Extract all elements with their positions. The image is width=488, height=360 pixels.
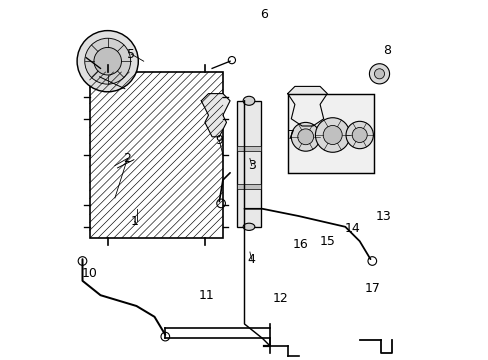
Bar <box>237 146 260 151</box>
Text: 9: 9 <box>215 134 223 147</box>
Text: 7: 7 <box>287 129 295 141</box>
Text: 16: 16 <box>292 238 307 251</box>
Circle shape <box>315 118 349 152</box>
Circle shape <box>323 126 342 144</box>
Text: 10: 10 <box>81 267 98 280</box>
Circle shape <box>346 121 373 149</box>
Circle shape <box>84 38 130 84</box>
Ellipse shape <box>243 223 254 230</box>
Circle shape <box>77 31 138 92</box>
Bar <box>89 72 223 238</box>
Text: 15: 15 <box>319 235 335 248</box>
Text: 5: 5 <box>127 48 135 60</box>
Text: 2: 2 <box>123 152 131 165</box>
Circle shape <box>374 69 384 79</box>
Circle shape <box>297 129 313 145</box>
Text: 11: 11 <box>199 289 214 302</box>
Circle shape <box>94 48 121 75</box>
Text: 4: 4 <box>247 253 255 266</box>
Text: 1: 1 <box>130 215 139 228</box>
Circle shape <box>351 127 366 143</box>
Text: 12: 12 <box>272 292 288 305</box>
Polygon shape <box>201 94 230 137</box>
Circle shape <box>291 122 320 151</box>
Polygon shape <box>287 86 326 126</box>
Ellipse shape <box>243 96 254 105</box>
Bar <box>287 94 373 173</box>
Text: 3: 3 <box>247 159 255 172</box>
Text: 6: 6 <box>260 8 268 21</box>
Text: 17: 17 <box>364 282 380 294</box>
Bar <box>237 184 260 189</box>
Text: 14: 14 <box>344 222 360 235</box>
Circle shape <box>368 64 389 84</box>
Bar <box>237 101 260 227</box>
Text: 8: 8 <box>382 44 390 57</box>
Text: 13: 13 <box>374 210 390 222</box>
